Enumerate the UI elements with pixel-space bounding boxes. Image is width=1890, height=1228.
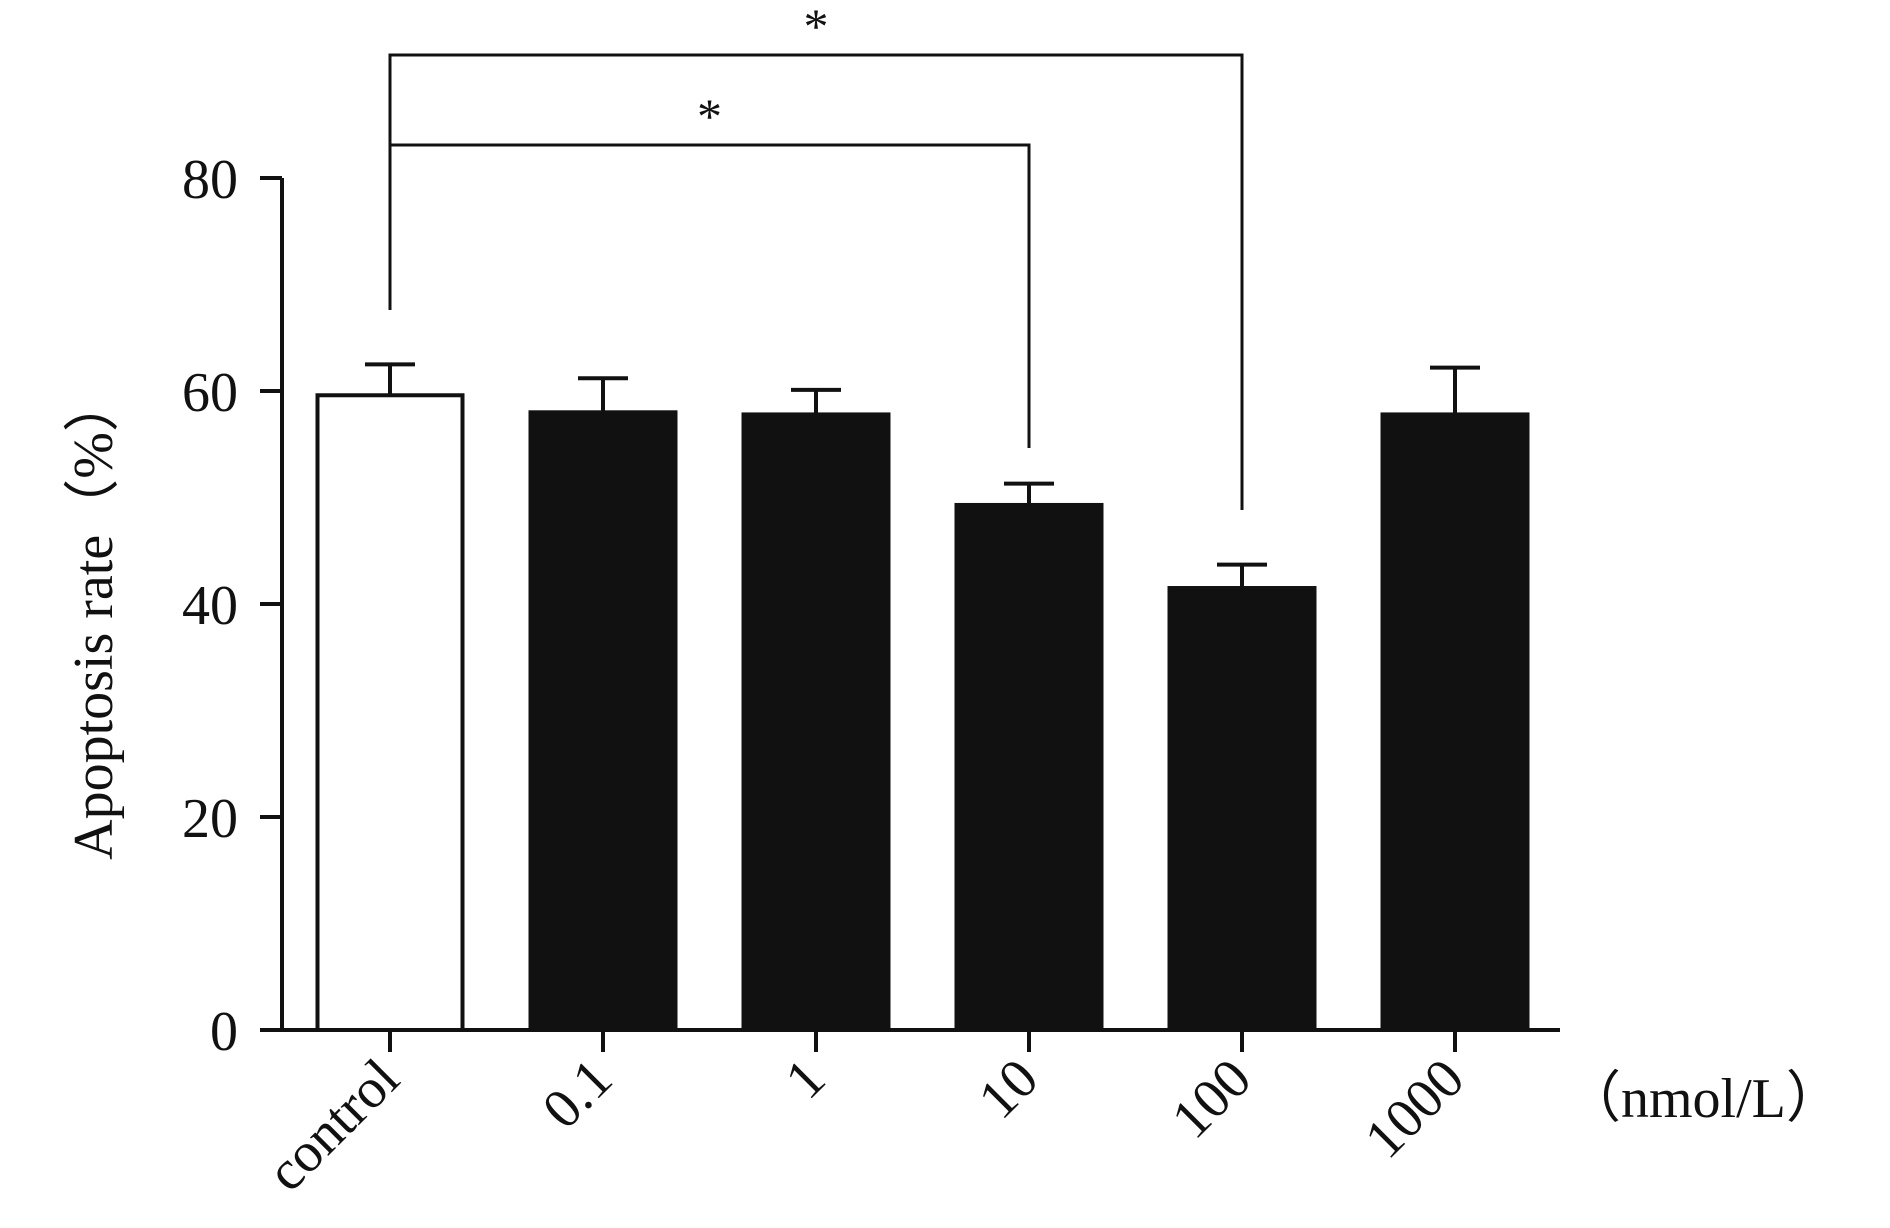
error-bars <box>365 362 1480 589</box>
y-tick-label: 40 <box>182 575 238 637</box>
y-ticks: 0 20 40 60 80 <box>182 149 282 1063</box>
bar-0.1 <box>528 410 678 1032</box>
bar-1000 <box>1380 412 1530 1032</box>
x-tick-label: 100 <box>1160 1047 1263 1150</box>
bars <box>315 393 1530 1033</box>
significance-bracket <box>388 143 1031 448</box>
y-axis-label: Apoptosis rate（%） <box>63 376 125 860</box>
x-ticks: control 0.1 1 10 100 1000 <box>255 1030 1476 1203</box>
bar-control <box>315 393 465 1032</box>
significance-brackets: ** <box>388 0 1244 510</box>
x-unit-label: （nmol/L） <box>1565 1068 1842 1130</box>
significance-bracket <box>388 53 1244 510</box>
bar-1 <box>741 412 891 1032</box>
y-tick-label: 20 <box>182 788 238 850</box>
significance-star: * <box>697 88 722 144</box>
bar-10 <box>954 502 1104 1032</box>
y-tick-label: 0 <box>210 1001 238 1063</box>
bar-100 <box>1167 586 1317 1033</box>
y-tick-label: 80 <box>182 149 238 211</box>
x-tick-label: 1000 <box>1353 1047 1476 1170</box>
x-tick-label: 10 <box>967 1047 1050 1130</box>
significance-star: * <box>804 0 829 54</box>
x-tick-label: 1 <box>774 1047 838 1111</box>
x-tick-label: control <box>255 1047 411 1203</box>
x-tick-label: 0.1 <box>531 1047 624 1140</box>
y-tick-label: 60 <box>182 362 238 424</box>
